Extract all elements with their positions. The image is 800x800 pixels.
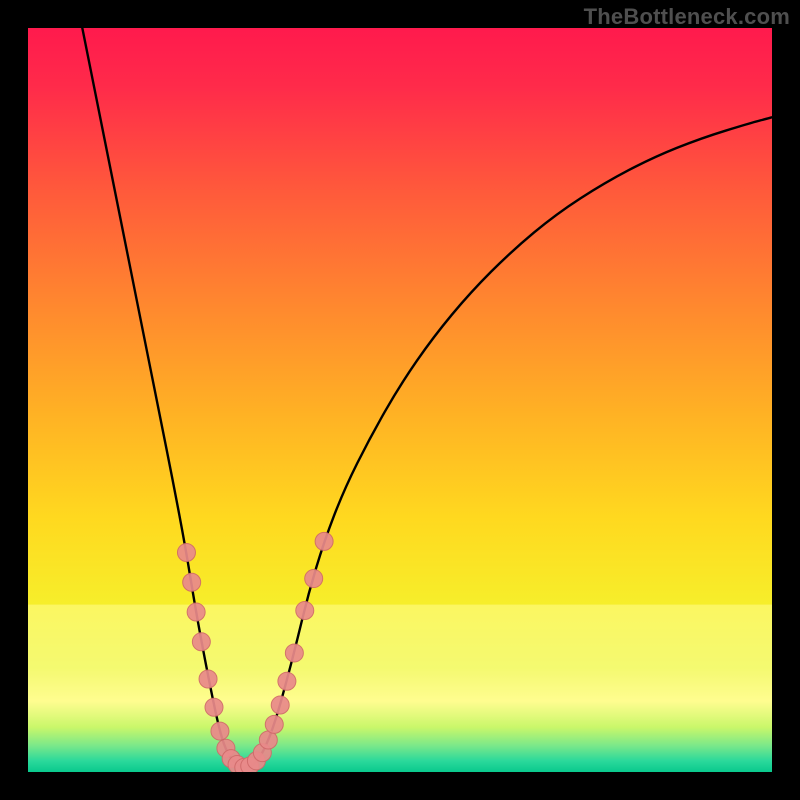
frame-border-left: [0, 0, 28, 800]
marker-point: [211, 722, 229, 740]
marker-point: [271, 696, 289, 714]
marker-point: [187, 603, 205, 621]
frame-border-right: [772, 0, 800, 800]
marker-point: [305, 570, 323, 588]
marker-point: [205, 698, 223, 716]
chart-svg: [28, 28, 772, 772]
marker-point: [199, 670, 217, 688]
highlight-band: [28, 605, 772, 702]
marker-point: [192, 633, 210, 651]
marker-point: [285, 644, 303, 662]
marker-point: [278, 672, 296, 690]
marker-point: [265, 715, 283, 733]
watermark-text: TheBottleneck.com: [584, 4, 790, 30]
plot-area: [28, 28, 772, 772]
frame-border-bottom: [0, 772, 800, 800]
marker-point: [315, 532, 333, 550]
marker-point: [296, 602, 314, 620]
marker-point: [177, 544, 195, 562]
marker-point: [183, 573, 201, 591]
